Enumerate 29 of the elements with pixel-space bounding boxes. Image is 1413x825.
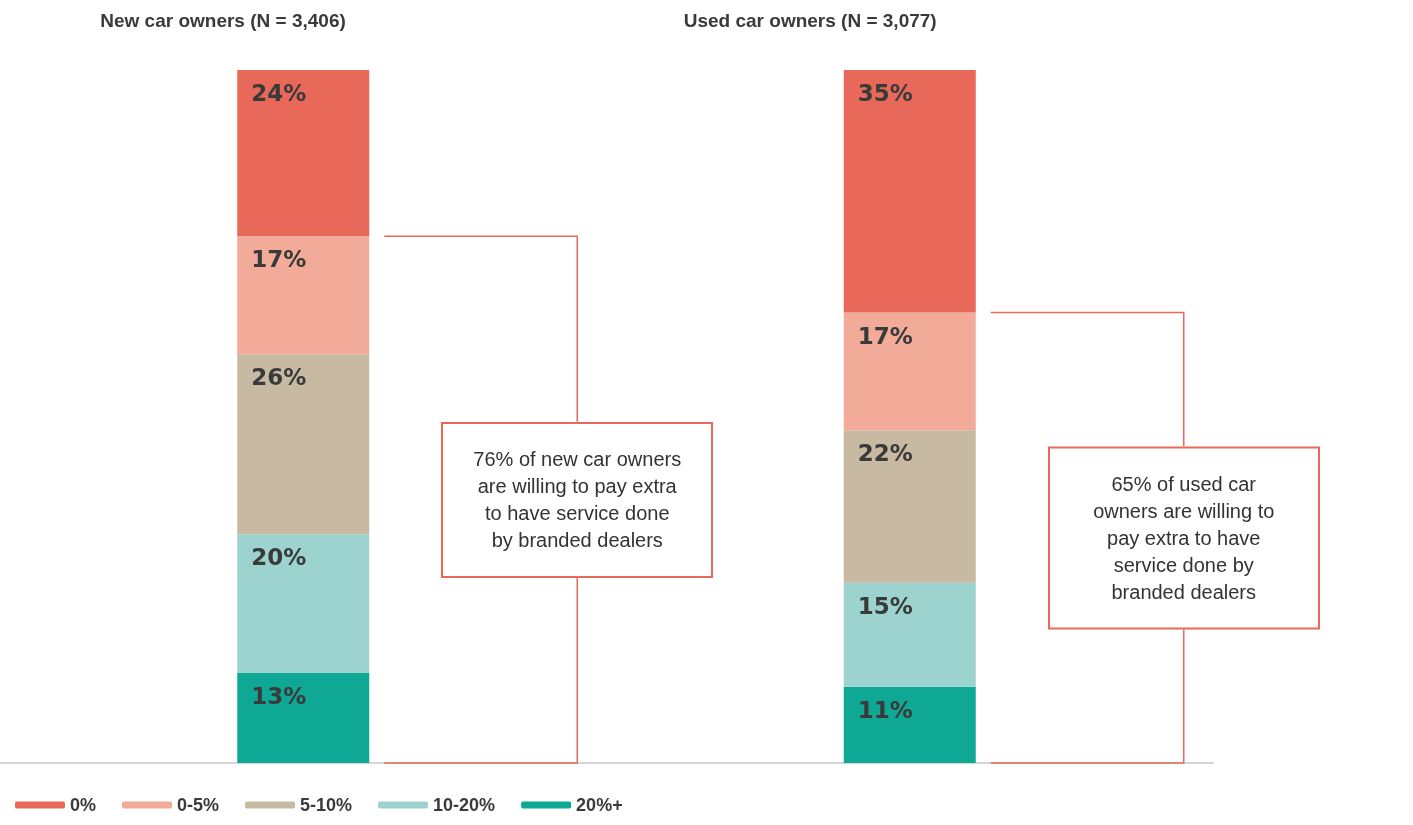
bar <box>843 582 976 687</box>
annotation: 76% of new car owners are willing to pay extra to have service done by branded dealers <box>441 421 714 578</box>
data-label: 20% <box>251 544 307 571</box>
bar <box>843 312 976 431</box>
bar <box>237 672 370 763</box>
data-label: 35% <box>857 80 913 106</box>
data-label: 24% <box>251 80 307 106</box>
data-label: 22% <box>857 440 913 467</box>
data-label: 17% <box>251 246 307 273</box>
legend-label: 10-20% <box>433 795 496 815</box>
bar <box>843 70 976 313</box>
text: Used car owners (N = 3,077) <box>683 10 937 32</box>
annotation: 65% of used car owners are willing to pay extra to have service done by branded dealers <box>1047 446 1320 630</box>
bar <box>237 354 370 535</box>
data-label: 15% <box>857 592 913 619</box>
data-label: 11% <box>857 696 913 723</box>
bar <box>843 686 976 763</box>
legend-label: 0-5% <box>177 795 220 815</box>
legend-label: 0% <box>70 795 97 815</box>
text: New car owners (N = 3,406) <box>100 10 346 32</box>
bar <box>237 534 370 673</box>
data-label: 17% <box>857 322 913 349</box>
data-label: 13% <box>251 682 307 709</box>
bar <box>237 236 370 355</box>
legend-label: 20%+ <box>576 795 623 815</box>
legend-label: 5-10% <box>300 795 353 815</box>
bar <box>843 430 976 583</box>
data-label: 26% <box>251 364 307 391</box>
bar <box>237 70 370 237</box>
